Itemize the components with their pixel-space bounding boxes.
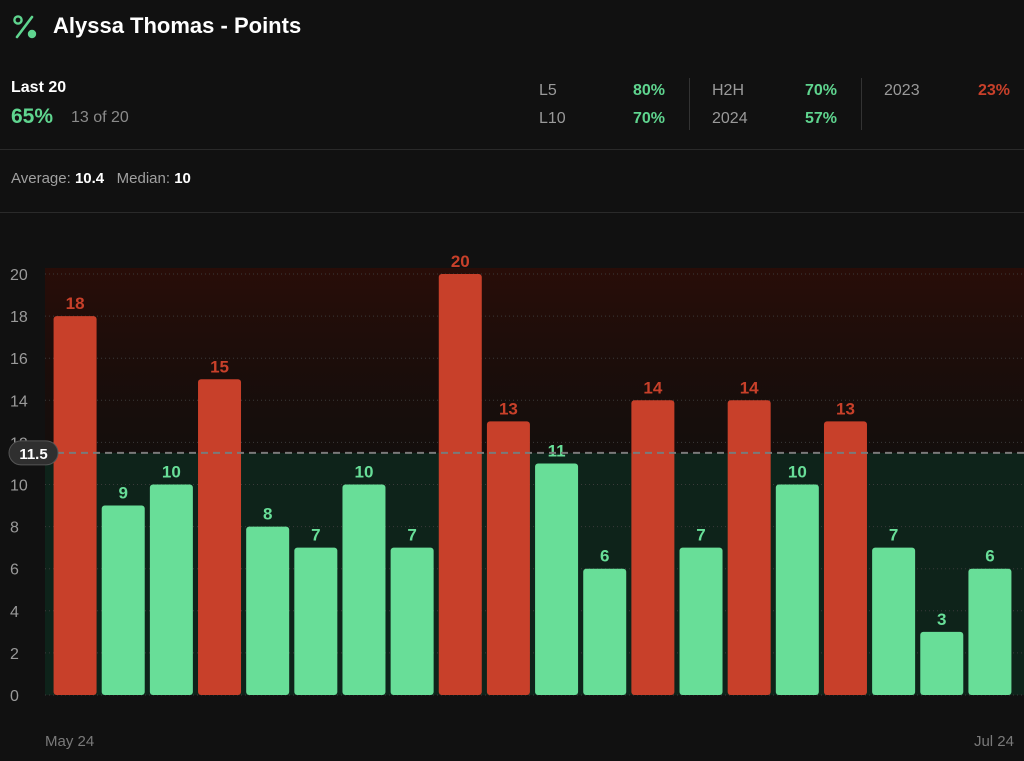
bar-value-label: 15 [210, 357, 229, 376]
bar[interactable] [101, 505, 145, 695]
bar-value-label: 13 [499, 399, 518, 418]
x-tick-label-start: May 24 [45, 733, 94, 750]
bar[interactable] [583, 568, 627, 695]
bar-value-label: 8 [263, 505, 272, 524]
page-title: Alyssa Thomas - Points [53, 13, 302, 38]
stat-value-l5: 80% [632, 82, 665, 99]
bar-value-label: 14 [643, 378, 662, 397]
bar[interactable] [535, 463, 579, 695]
median-label: Median: [116, 170, 171, 187]
bar-value-label: 7 [311, 526, 320, 545]
over-zone [45, 268, 1024, 453]
bar[interactable] [679, 547, 723, 695]
stat-value-2023: 23% [977, 82, 1010, 99]
bar-value-label: 3 [937, 610, 946, 629]
line-badge [8, 440, 59, 466]
bar-value-label: 20 [451, 252, 470, 271]
bar-value-label: 6 [985, 547, 994, 566]
stat-label-2023: 2023 [884, 82, 920, 99]
stat-label-l10: L10 [539, 110, 566, 127]
points-bar-chart: 18 9 10 15 8 7 10 7 20 13 11 6 14 7 14 10 13 7 3 6 0 2 4 6 8 10 1… [8, 252, 1024, 750]
stat-value-2024: 57% [804, 110, 837, 127]
bar-value-label: 7 [407, 526, 416, 545]
average-value: 10.4 [74, 170, 105, 187]
bar-value-label: 9 [118, 484, 127, 503]
bar[interactable] [968, 568, 1012, 695]
y-tick-label: 4 [10, 604, 19, 621]
median-value: 10 [174, 170, 191, 187]
stat-label-l5: L5 [539, 82, 557, 99]
summary-label: Last 20 [11, 79, 67, 96]
y-tick-label: 14 [10, 393, 28, 410]
percent-icon [13, 15, 37, 39]
bar[interactable] [390, 547, 434, 695]
stat-divider [861, 78, 862, 130]
bar-value-label: 7 [696, 526, 705, 545]
x-tick-label-end: Jul 24 [974, 733, 1014, 750]
bar-value-label: 10 [162, 463, 181, 482]
bar[interactable] [342, 484, 386, 696]
bar[interactable] [438, 274, 482, 695]
bar[interactable] [486, 421, 530, 695]
bar[interactable] [631, 400, 675, 695]
line-badge-label: 11.5 [19, 446, 47, 463]
y-tick-label: 10 [10, 478, 28, 495]
bar-value-label: 11 [548, 441, 566, 460]
bar[interactable] [149, 484, 193, 696]
y-tick-label: 18 [10, 309, 28, 326]
average-label: Average: [11, 170, 71, 187]
bar-value-label: 13 [836, 399, 855, 418]
stat-value-l10: 70% [632, 110, 665, 127]
bar[interactable] [246, 526, 290, 695]
bar[interactable] [53, 316, 97, 695]
stat-divider [689, 78, 690, 130]
divider [0, 149, 1024, 150]
stat-label-2024: 2024 [712, 110, 748, 127]
bar-value-label: 10 [788, 463, 807, 482]
bar[interactable] [872, 547, 916, 695]
bar[interactable] [775, 484, 819, 696]
y-tick-label: 2 [10, 646, 19, 663]
hit-rate: 65% [11, 105, 54, 128]
bar[interactable] [294, 547, 338, 695]
bar-value-label: 10 [355, 463, 374, 482]
bar-value-label: 18 [66, 294, 85, 313]
bar[interactable] [198, 379, 242, 695]
hit-count: 13 of 20 [71, 109, 129, 126]
y-tick-label: 0 [10, 688, 19, 705]
bar[interactable] [920, 631, 964, 695]
bar[interactable] [727, 400, 771, 695]
header: Alyssa Thomas - Points [0, 0, 1024, 56]
stat-value-h2h: 70% [804, 82, 837, 99]
bar-value-label: 14 [740, 378, 759, 397]
averages-row: Average: 10.4 Median: 10 [11, 170, 191, 187]
y-tick-label: 20 [10, 267, 28, 284]
bar-value-label: 7 [889, 526, 898, 545]
stat-label-h2h: H2H [712, 82, 745, 99]
bar[interactable] [823, 421, 867, 695]
y-tick-label: 6 [10, 562, 19, 579]
y-tick-label: 8 [10, 520, 19, 537]
divider [0, 212, 1024, 213]
bar-value-label: 6 [600, 547, 609, 566]
y-tick-label: 16 [10, 351, 28, 368]
